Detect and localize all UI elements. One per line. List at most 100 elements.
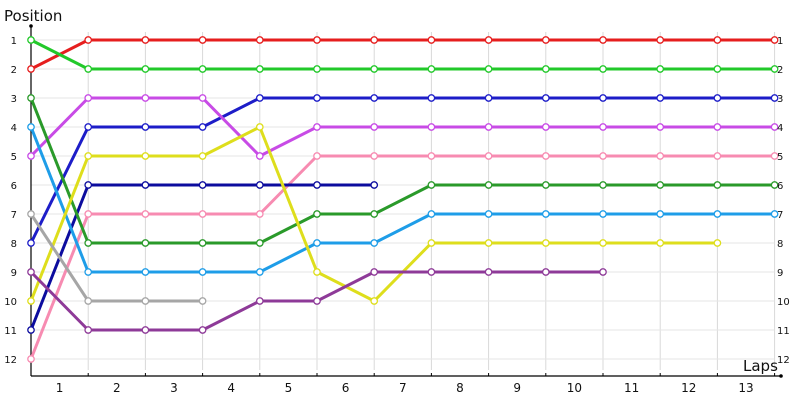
data-point: [27, 94, 35, 102]
data-point: [84, 297, 93, 305]
data-point: [599, 239, 607, 247]
series-1: [27, 36, 779, 73]
data-point: [541, 239, 550, 247]
y-tick-label-right: 11: [777, 326, 790, 337]
data-point: [541, 65, 550, 73]
data-point: [313, 123, 321, 131]
data-point: [370, 268, 379, 276]
data-point: [599, 65, 607, 73]
data-point: [656, 210, 665, 218]
x-tick-label: 3: [170, 381, 178, 395]
data-point: [84, 268, 93, 276]
series-7: [27, 94, 779, 247]
data-point: [484, 181, 493, 189]
y-tick-label-right: 10: [777, 297, 790, 308]
data-point: [313, 268, 321, 276]
x-tick-label: 13: [738, 381, 753, 395]
x-tick-label: 10: [567, 381, 582, 395]
data-point: [27, 297, 35, 305]
data-point: [427, 65, 436, 73]
x-axis-title: Laps: [743, 357, 778, 375]
data-point: [656, 181, 665, 189]
data-point: [541, 210, 550, 218]
y-tick-label-right: 1: [777, 36, 783, 47]
data-point: [599, 152, 607, 160]
data-point: [27, 152, 35, 160]
data-point: [255, 297, 264, 305]
data-point: [27, 123, 35, 131]
y-tick-label-right: 4: [777, 123, 783, 134]
data-point: [370, 123, 379, 131]
data-point: [484, 239, 493, 247]
data-point: [313, 297, 321, 305]
data-point: [198, 326, 207, 334]
data-point: [541, 181, 550, 189]
data-point: [255, 36, 264, 44]
data-point: [313, 239, 321, 247]
data-point: [484, 268, 493, 276]
data-point: [656, 94, 665, 102]
data-point: [484, 36, 493, 44]
data-point: [370, 181, 379, 189]
data-point: [370, 152, 379, 160]
data-point: [427, 36, 436, 44]
x-tick-label: 2: [113, 381, 121, 395]
y-tick-label-right: 9: [777, 268, 783, 279]
y-tick-label-left: 2: [11, 65, 17, 76]
x-tick-label: 1: [56, 381, 64, 395]
y-tick-label-right: 5: [777, 152, 783, 163]
data-point: [770, 65, 779, 73]
data-point: [141, 36, 150, 44]
series-line: [29, 96, 777, 245]
data-point: [599, 268, 607, 276]
data-point: [141, 239, 150, 247]
data-point: [198, 152, 207, 160]
x-tick-label: 5: [285, 381, 293, 395]
data-point: [770, 181, 779, 189]
data-point: [84, 210, 93, 218]
x-tick-label: 8: [456, 381, 464, 395]
data-point: [198, 181, 207, 189]
data-point: [599, 181, 607, 189]
y-tick-label-left: 3: [11, 94, 17, 105]
series-line: [29, 38, 777, 71]
series-2: [27, 36, 779, 73]
y-tick-label-left: 9: [11, 268, 17, 279]
data-point: [541, 36, 550, 44]
data-point: [656, 65, 665, 73]
data-point: [141, 123, 150, 131]
y-tick-label-left: 6: [11, 181, 17, 192]
y-tick-label-left: 7: [11, 210, 17, 221]
data-point: [313, 36, 321, 44]
data-point: [599, 210, 607, 218]
x-tick-label: 11: [624, 381, 639, 395]
y-tick-label-right: 3: [777, 94, 783, 105]
data-point: [84, 326, 93, 334]
data-point: [770, 123, 779, 131]
data-point: [599, 94, 607, 102]
series-lines: [27, 36, 779, 363]
data-point: [27, 326, 35, 334]
data-point: [370, 36, 379, 44]
data-point: [84, 65, 93, 73]
data-point: [599, 123, 607, 131]
data-point: [255, 181, 264, 189]
data-point: [255, 65, 264, 73]
data-point: [541, 152, 550, 160]
data-point: [770, 36, 779, 44]
data-point: [27, 239, 35, 247]
series-6: [27, 181, 379, 334]
data-point: [84, 239, 93, 247]
data-point: [713, 65, 722, 73]
y-tick-label-left: 1: [11, 36, 17, 47]
x-axis-end-dot: [779, 374, 783, 378]
data-point: [427, 210, 436, 218]
series-10: [27, 210, 207, 305]
y-tick-label-right: 2: [777, 65, 783, 76]
data-point: [141, 65, 150, 73]
data-point: [427, 123, 436, 131]
y-tick-label-left: 12: [4, 355, 17, 366]
x-tick-label: 6: [342, 381, 350, 395]
series-3: [27, 94, 779, 247]
x-tick-label: 9: [513, 381, 521, 395]
